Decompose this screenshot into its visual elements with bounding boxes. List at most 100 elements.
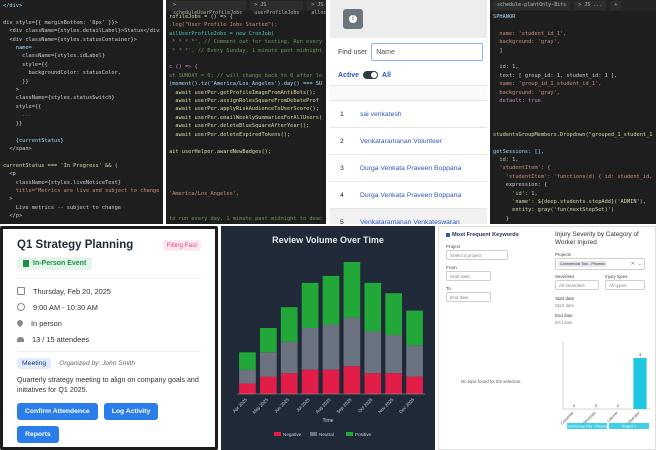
code-line: (moment().tz('America/Los_Angeles').day(…	[169, 81, 323, 88]
x-axis-title: Time	[323, 418, 334, 424]
bar	[633, 358, 647, 409]
bar-segment-negative	[301, 369, 319, 394]
code-line: className={styles.liveNoticeText}	[3, 179, 121, 186]
code-line: * * * *', // Comment out for testing. Ru…	[169, 39, 323, 46]
search-input[interactable]: Name	[371, 43, 483, 61]
user-name-link[interactable]: Durga Venkata Praveen Boppana	[360, 164, 462, 172]
code-line: await userPer.deleteBlueSquareAfterYear(…	[169, 123, 310, 130]
code-line: style={{	[3, 61, 48, 68]
code-line: className={styles.idLabel}	[3, 53, 106, 60]
editor-tab[interactable]: > JS allocateRoleJobs	[307, 1, 326, 16]
end-date-field[interactable]: End date	[555, 320, 573, 325]
injury-type-select[interactable]: All types	[605, 280, 645, 290]
injury-types-label: Injury types	[605, 274, 628, 279]
table-row[interactable]: 4 Durga Venkata Praveen Boppana	[330, 181, 487, 208]
code-line: name=	[3, 45, 32, 52]
x-tick-label: Dec 2025	[398, 397, 416, 415]
code-line: to run every day, 1 minute past midnight…	[169, 215, 323, 222]
table-row[interactable]: 5 Venkataramanan Venkateswaran	[330, 208, 487, 224]
code-line: ait userHelper.awardNewBadges();	[169, 148, 272, 155]
bar-segment-negative	[406, 376, 423, 394]
bar-segment-neutral	[322, 324, 340, 370]
code-line: {currentStatus}	[3, 137, 64, 144]
user-name-link[interactable]: sai venkatesh	[360, 110, 402, 118]
clear-icon[interactable]: ✕	[630, 261, 635, 267]
chart-bar-icon	[446, 233, 450, 237]
category-tag: Meeting	[17, 358, 52, 369]
chart-title: Review Volume Over Time	[272, 235, 384, 245]
editor-tab[interactable]: > JS userProfileJobs	[250, 1, 304, 16]
editor-tab[interactable]: > scheduleUserProfileJobs	[169, 1, 247, 16]
bar-segment-positive	[385, 293, 403, 335]
confirm-attendance-button[interactable]: Confirm Attendence	[17, 403, 98, 420]
injury-panel: Injury Severity by Category of Worker In…	[553, 227, 655, 449]
code-line	[3, 153, 160, 161]
code-line: <div className={styles.detailLabel}>Stat…	[3, 28, 160, 35]
bar-segment-neutral	[385, 334, 403, 374]
editor-tab[interactable]: schedule-plantOnly-Bits	[493, 1, 571, 10]
code-editor-right: schedule-plantOnly-Bits > JS ... + SPHANOR…	[490, 0, 656, 224]
from-date-input[interactable]: Start date	[446, 271, 491, 281]
code-line: Live metrics -- subject to change	[3, 204, 121, 211]
to-label: To	[446, 286, 451, 291]
code-line: studentsGroupMembers.Dropdown("grouped_1…	[493, 131, 653, 138]
legend-label-positive: Positive	[355, 432, 372, 437]
table-row[interactable]: 3 Durga Venkata Praveen Boppana	[330, 154, 487, 181]
code-line: ailyUserDeactivateJobs = new CronJob(	[169, 223, 323, 224]
project-select[interactable]: Select a project	[446, 250, 508, 260]
info-button[interactable]: i	[343, 9, 363, 29]
code-line: title="Metrics are live and subject to c…	[15, 187, 160, 194]
toggle-knob	[371, 72, 378, 78]
code-line: className={styles.statusSwitch}	[3, 95, 115, 102]
editor-breadcrumb: > scheduleUserProfileJobs > JS userProfil…	[166, 0, 326, 16]
code-line: text: [ group_id: 1, student_id: 1 ],	[493, 72, 618, 79]
code-line: getSessions: [],	[493, 148, 545, 155]
bar-segment-negative	[322, 369, 340, 394]
keywords-title: Most Frequent Keywords	[452, 232, 519, 238]
x-tick-label: Oct 2025	[357, 397, 374, 414]
reports-button[interactable]: Reports	[17, 426, 59, 443]
user-name-link[interactable]: Durga Venkata Praveen Boppana	[360, 191, 462, 199]
legend-swatch	[609, 423, 649, 429]
bar-segment-neutral	[280, 341, 298, 374]
bar-segment-negative	[385, 373, 403, 394]
table-row[interactable]: 1 sai venkatesh	[330, 100, 487, 127]
code-line: </div>	[3, 3, 23, 9]
from-label: From	[446, 265, 457, 270]
code-line	[169, 181, 323, 189]
code-line: rofileJobs = () => {	[169, 14, 233, 20]
table-toolbar: i	[330, 0, 487, 38]
row-number: 5	[340, 218, 344, 225]
x-tick-label: Nov 2025	[377, 397, 395, 415]
code-line	[169, 164, 323, 172]
code-line: await userPer.applyRiskAudienceToUserSco…	[169, 106, 319, 113]
code-line	[169, 198, 323, 206]
projects-select[interactable]: Commercial Tow - Phoenix ✕ ⌄	[555, 258, 645, 270]
active-toggle[interactable]	[363, 71, 379, 79]
event-title: Q1 Strategy Planning	[17, 239, 134, 251]
chevron-down-icon[interactable]: ⌄	[637, 261, 642, 267]
code-line: >	[3, 196, 13, 203]
code-lines: </div> div style={{ marginBottom: '8px' …	[3, 2, 160, 224]
project-chip[interactable]: Commercial Tow - Phoenix	[558, 261, 608, 267]
table-row[interactable]: 2 Venkataramanan Volunteer	[330, 127, 487, 154]
code-line: ailUserProfileJobs = new CronJob(	[169, 30, 275, 37]
editor-tab[interactable]: > JS ...	[574, 1, 607, 10]
code-line: }	[493, 215, 509, 222]
user-name-link[interactable]: Venkataramanan Venkateswaran	[360, 218, 460, 225]
code-line	[169, 55, 323, 63]
code-line: await userPer.emailWeeklySummariesForAll…	[169, 114, 323, 121]
to-date-input[interactable]: End date	[446, 292, 491, 302]
editor-tab[interactable]: +	[610, 1, 622, 10]
legend-label-negative: Negative	[283, 432, 302, 437]
code-line	[493, 55, 653, 63]
event-attendees: 13 / 15 attendees	[32, 334, 90, 344]
bar-segment-negative	[259, 376, 277, 394]
code-line	[3, 10, 160, 18]
log-activity-button[interactable]: Log Activity	[103, 403, 159, 420]
start-date-field[interactable]: Start date	[555, 303, 575, 308]
severity-select[interactable]: All severities	[555, 280, 599, 290]
bar-segment-negative	[280, 373, 298, 394]
user-name-link[interactable]: Venkataramanan Volunteer	[360, 137, 443, 145]
